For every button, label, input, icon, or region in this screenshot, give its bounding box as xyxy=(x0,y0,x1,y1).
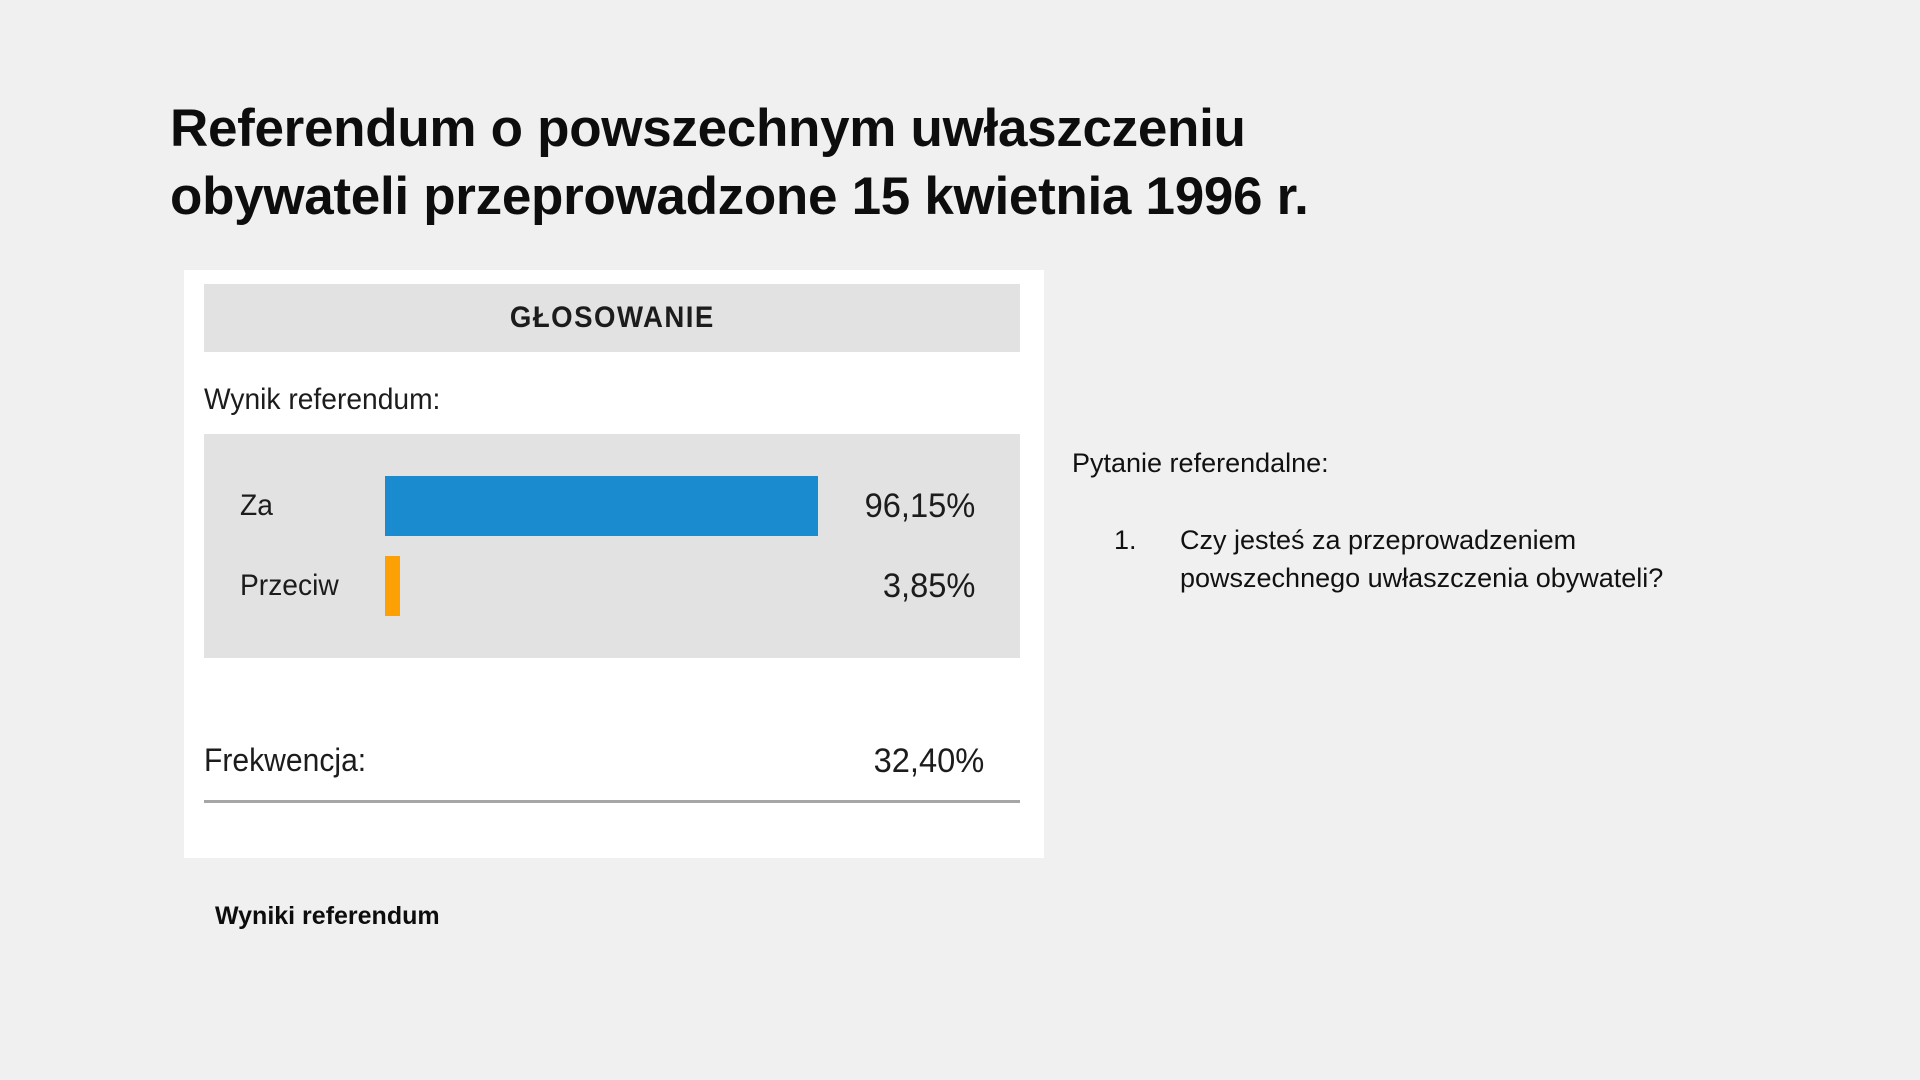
voting-header-bar: GŁOSOWANIE xyxy=(204,284,1020,352)
figure-caption: Wyniki referendum xyxy=(215,902,440,930)
bar-category-label: Za xyxy=(240,489,273,522)
bar-value-label: 96,15% xyxy=(864,487,975,525)
voting-header-label: GŁOSOWANIE xyxy=(509,301,715,334)
bar-value-label: 3,85% xyxy=(882,567,975,605)
bar-track xyxy=(385,476,840,536)
bar-track xyxy=(385,556,840,616)
result-section-label: Wynik referendum: xyxy=(204,383,441,416)
turnout-label: Frekwencja: xyxy=(204,742,367,778)
results-figure: GŁOSOWANIE Wynik referendum: Za 96,15% P… xyxy=(184,270,1044,858)
list-item-number: 1. xyxy=(1114,525,1137,556)
bar-category-label: Przeciw xyxy=(240,569,339,602)
page-title: Referendum o powszechnym uwłaszczeniu ob… xyxy=(170,99,1309,226)
results-bar-chart: Za 96,15% Przeciw 3,85% xyxy=(204,434,1020,658)
list-item-text: Czy jesteś za przeprowadzeniem powszechn… xyxy=(1180,525,1664,594)
question-intro-label: Pytanie referendalne: xyxy=(1072,448,1329,478)
question-panel: Pytanie referendalne: 1. Czy jesteś za p… xyxy=(1072,446,1712,598)
referendum-results-image: GŁOSOWANIE Wynik referendum: Za 96,15% P… xyxy=(184,270,1044,858)
question-list: 1. Czy jesteś za przeprowadzeniem powsze… xyxy=(1072,521,1712,598)
bar-row: Za 96,15% xyxy=(204,476,1020,536)
list-item: 1. Czy jesteś za przeprowadzeniem powsze… xyxy=(1072,521,1712,598)
bar-fill-przeciw xyxy=(385,556,401,616)
bar-row: Przeciw 3,85% xyxy=(204,556,1020,616)
bar-fill-za xyxy=(385,476,819,536)
turnout-value: 32,40% xyxy=(873,742,984,780)
turnout-row: Frekwencja: 32,40% xyxy=(204,742,1020,803)
